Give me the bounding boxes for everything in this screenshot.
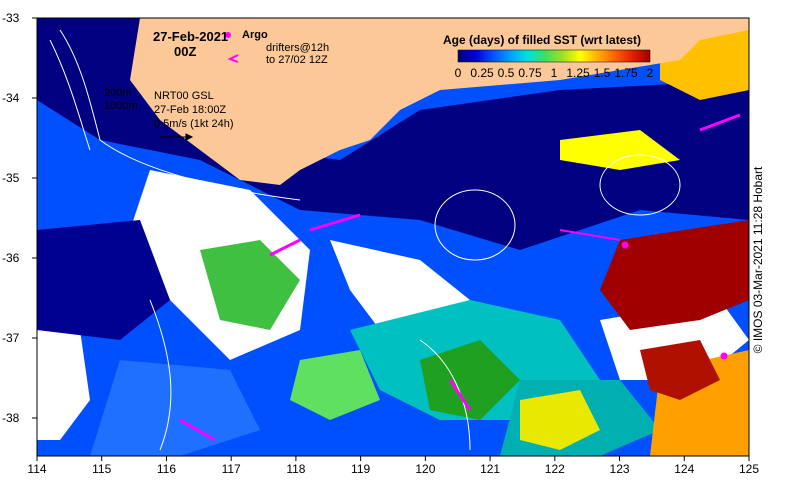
colorbar-tick-label: 2	[646, 66, 654, 80]
drifters-label-1: drifters@12h	[266, 42, 330, 54]
x-tick-label: 122	[544, 462, 565, 476]
colorbar-tick-label: 0.5	[497, 66, 515, 80]
argo-label: Argo	[242, 29, 268, 41]
x-tick-label: 120	[415, 462, 436, 476]
x-tick-label: 118	[286, 462, 306, 476]
vector-scale-label: 0.5m/s (1kt 24h)	[154, 118, 234, 130]
y-tick-label: -38	[2, 411, 20, 425]
drifter-tracks	[179, 113, 741, 442]
colorbar-title: Age (days) of filled SST (wrt latest)	[443, 33, 642, 47]
colorbar-tick-label: 1	[550, 66, 558, 80]
y-tick-label: -36	[2, 251, 20, 265]
product-time: 27-Feb 18:00Z	[154, 104, 227, 116]
x-tick-label: 124	[674, 462, 695, 476]
depth-1000-label: 1000m	[104, 100, 138, 112]
x-tick-label: 121	[480, 462, 501, 476]
depth-200-label: 200m	[104, 87, 132, 99]
y-tick-label: -33	[2, 11, 20, 25]
x-tick-label: 115	[92, 462, 112, 476]
x-tick-label: 125	[738, 462, 760, 476]
x-tick-label: 119	[351, 462, 371, 476]
product-label: NRT00 GSL	[154, 90, 214, 102]
drifters-label-2: to 27/02 12Z	[266, 54, 328, 66]
map-date: 27-Feb-2021	[153, 29, 229, 44]
x-tick-label: 114	[27, 462, 47, 476]
colorbar-tick-label: 0	[454, 66, 462, 80]
colorbar-tick-label: 0.75	[518, 66, 542, 80]
colorbar-tick-label: 1.25	[566, 66, 590, 80]
x-tick-label: 117	[221, 462, 241, 476]
colorbar-tick-label: 1.75	[614, 66, 638, 80]
credit-text: © IMOS 03-Mar-2021 11:28 Hobart	[751, 166, 765, 354]
contour-lines	[49, 29, 681, 451]
colorbar-tick-label: 1.5	[593, 66, 611, 80]
y-tick-label: -35	[2, 171, 20, 185]
map-hour: 00Z	[174, 44, 197, 59]
vector-scale-arrow	[160, 133, 194, 141]
drifter-marker-icon	[227, 54, 239, 63]
x-tick-label: 123	[609, 462, 630, 476]
argo-marker-icon	[225, 32, 231, 38]
y-tick-label: -34	[2, 91, 20, 105]
y-tick-label: -37	[2, 331, 20, 345]
colorbar	[457, 49, 651, 63]
x-tick-label: 116	[156, 462, 177, 476]
map-border	[36, 17, 750, 457]
colorbar-tick-label: 0.25	[470, 66, 494, 80]
